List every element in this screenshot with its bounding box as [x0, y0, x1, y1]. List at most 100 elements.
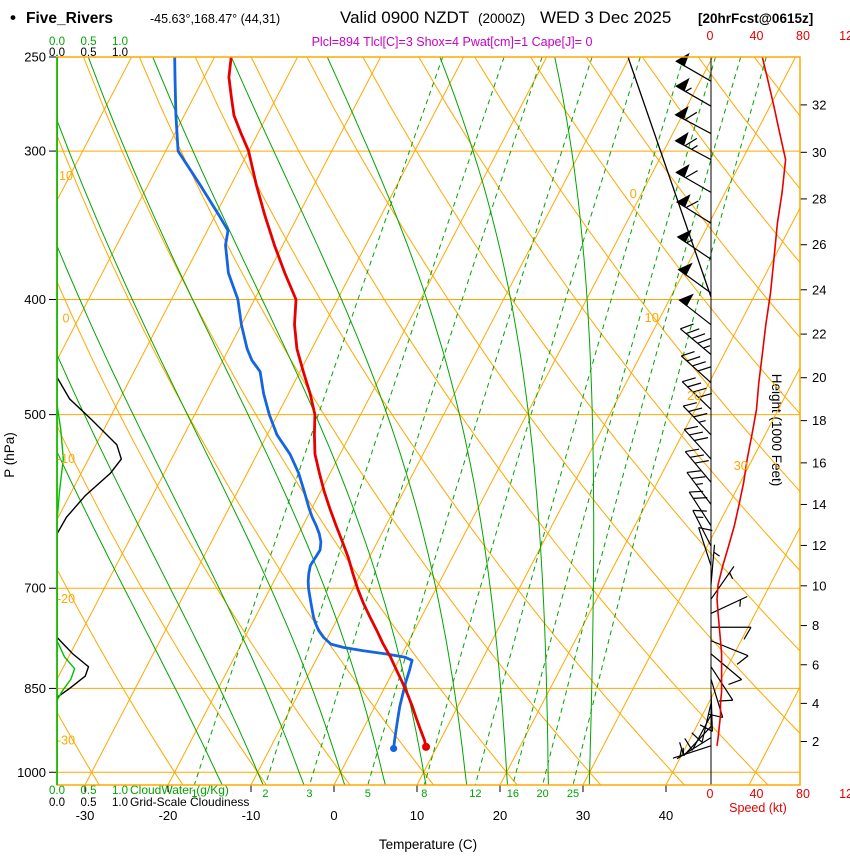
barb-full — [743, 626, 752, 640]
isotherm-label: 10 — [645, 310, 659, 325]
dry-adiabat-line — [418, 57, 800, 572]
mixing-ratio-line — [264, 57, 505, 785]
sounding-curves — [173, 57, 431, 753]
boundary-line — [627, 56, 712, 298]
barb-pennant — [675, 164, 690, 178]
isotherm-line — [333, 57, 714, 785]
dry-adiabat-line — [306, 57, 800, 735]
temperature-tick-label: 0 — [330, 808, 337, 823]
wind-barb — [710, 566, 735, 600]
pressure-tick-label: 700 — [24, 581, 46, 596]
mixing-ratio-line — [423, 57, 641, 785]
cloudiness-scale-top: 0.5 — [81, 47, 97, 59]
barb-half — [685, 87, 692, 92]
dry-adiabat-label: -20 — [57, 592, 75, 606]
surface-dewpoint-dot — [390, 744, 398, 753]
wind-barb — [711, 626, 752, 640]
barb-full — [691, 732, 703, 743]
barb-full — [690, 454, 705, 458]
cloudiness-scale-bottom: 0.5 — [81, 797, 97, 809]
forecast-tag: [20hrFcst@0615z] — [698, 11, 813, 26]
cloudiness-curve — [57, 57, 123, 778]
barb-full — [697, 366, 712, 372]
cloudwater-caption: CloudWater (g/Kg) — [130, 783, 229, 797]
barb-full — [698, 392, 713, 398]
isotherm-label: 30 — [734, 458, 748, 473]
barb-staff — [683, 428, 712, 460]
wind-panel — [627, 52, 752, 785]
moist-adiabat-line — [554, 57, 595, 785]
dry-adiabat-line — [57, 711, 100, 785]
mixing-ratio-line — [367, 57, 593, 785]
barb-pennant — [677, 262, 693, 276]
isotherm-line — [416, 57, 797, 785]
barb-half — [729, 572, 734, 580]
barb-full — [692, 387, 707, 393]
wind-barb — [684, 448, 712, 483]
mixing-ratio-label: 16 — [507, 788, 519, 800]
barb-staff — [683, 726, 712, 757]
temperature-tick-label: -20 — [159, 808, 178, 823]
height-tick-label: 4 — [812, 696, 819, 711]
barb-full — [683, 402, 697, 407]
height-tick-label: 6 — [812, 657, 819, 672]
dry-adiabat-line — [194, 57, 685, 785]
isotherm-label: 20 — [687, 388, 701, 403]
wind-barb — [676, 229, 712, 260]
mixing-ratio-line — [309, 57, 543, 785]
barb-staff — [710, 544, 716, 585]
parcel-params-line: Plcl=894 Tlcl[C]=3 Shox=4 Pwat[cm]=1 Cap… — [312, 35, 593, 49]
height-tick-label: 22 — [812, 327, 826, 342]
wind-barb — [677, 262, 712, 294]
pressure-tick-label: 300 — [24, 144, 46, 159]
mixing-ratio-label: 5 — [365, 788, 371, 800]
barb-full — [692, 361, 706, 367]
isotherm-line — [250, 57, 631, 785]
speed-tick-label-bottom: 80 — [796, 787, 810, 801]
isotherm-line — [582, 366, 800, 785]
barb-full — [688, 407, 703, 413]
height-tick-label: 12 — [812, 538, 826, 553]
isotherm-label: 0 — [630, 186, 637, 201]
moist-adiabat-line — [230, 57, 468, 785]
barb-full — [689, 490, 704, 493]
speed-axis-label: Speed (kt) — [729, 801, 787, 815]
dry-adiabat-label: -30 — [57, 733, 75, 747]
barb-staff — [679, 328, 712, 355]
barb-full — [684, 137, 698, 147]
barb-full — [693, 497, 708, 499]
cloudiness-scale-bottom: 0.0 — [49, 797, 65, 809]
cloudwater-scale-bottom: 1.0 — [112, 785, 128, 797]
barb-staff — [684, 451, 712, 483]
speed-tick-label-top: 40 — [750, 29, 764, 43]
barb-half — [691, 145, 698, 150]
cloudiness-caption: Grid-Scale Cloudiness — [130, 795, 249, 809]
height-tick-label: 10 — [812, 578, 826, 593]
dry-adiabat-line — [57, 424, 267, 785]
barb-full — [689, 431, 704, 436]
barb-staff — [680, 355, 712, 384]
height-tick-label: 8 — [812, 618, 819, 633]
barb-full — [685, 200, 699, 209]
moist-adiabat-line — [57, 353, 264, 785]
wind-barb — [679, 323, 712, 355]
moisture-lines — [57, 57, 767, 785]
barb-full — [691, 333, 706, 339]
barb-full — [680, 323, 694, 330]
wind-barb — [682, 402, 712, 436]
cloudwater-scale-bottom: 0.0 — [49, 785, 65, 797]
height-tick-label: 20 — [812, 370, 826, 385]
wind-barb — [710, 640, 749, 665]
station-coords: -45.63°,168.47° (44,31) — [150, 12, 280, 26]
valid-time: Valid 0900 NZDT — [340, 8, 469, 27]
mixing-ratio-label: 12 — [469, 788, 481, 800]
cloudwater-scale-top: 1.0 — [112, 36, 128, 48]
title-bullet: • — [10, 8, 16, 27]
wind-barb — [674, 132, 712, 161]
height-tick-label: 26 — [812, 237, 826, 252]
wind-barb — [699, 691, 713, 732]
dry-adiabat-line — [83, 57, 518, 785]
isotherm-line — [167, 57, 548, 785]
wind-barb — [710, 544, 720, 585]
